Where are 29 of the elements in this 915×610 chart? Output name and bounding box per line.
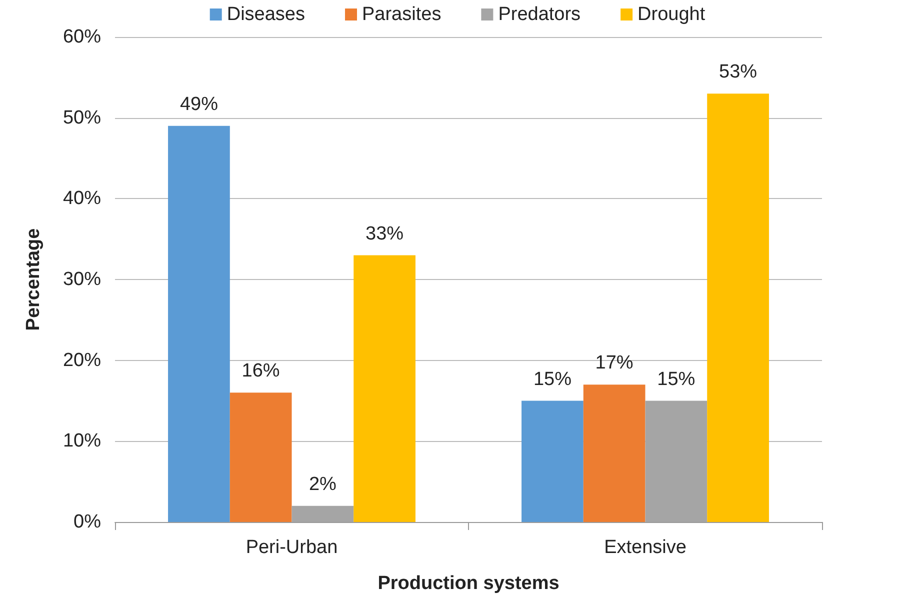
bar [168, 126, 230, 522]
bar [707, 94, 769, 522]
data-label: 49% [180, 94, 218, 115]
data-label: 15% [533, 368, 572, 390]
legend-label: Diseases [226, 4, 305, 25]
bar [230, 392, 292, 522]
bar [583, 384, 646, 522]
legend-label: Parasites [362, 4, 442, 25]
y-tick-label: 10% [62, 430, 102, 452]
legend-label: Predators [498, 4, 581, 25]
bar [354, 255, 416, 522]
y-tick-label: 30% [62, 269, 102, 290]
x-tick-label: Peri-Urban [246, 537, 338, 558]
data-label: 17% [595, 352, 634, 374]
data-label: 2% [308, 474, 337, 495]
legend-label: Drought [638, 4, 706, 25]
y-tick-label: 50% [62, 107, 102, 128]
x-tick-label: Extensive [604, 537, 686, 558]
data-label: 15% [657, 368, 696, 390]
bar [522, 400, 584, 522]
data-label: 53% [719, 62, 758, 83]
y-axis-title: Percentage [23, 228, 44, 331]
y-tick-label: 0% [74, 512, 102, 532]
y-tick-label: 40% [62, 188, 102, 210]
data-label: 16% [242, 360, 280, 382]
data-label: 33% [366, 223, 404, 244]
y-tick-label: 60% [62, 26, 102, 48]
y-tick-label: 20% [62, 350, 102, 371]
x-axis-title: Production systems [378, 573, 560, 594]
